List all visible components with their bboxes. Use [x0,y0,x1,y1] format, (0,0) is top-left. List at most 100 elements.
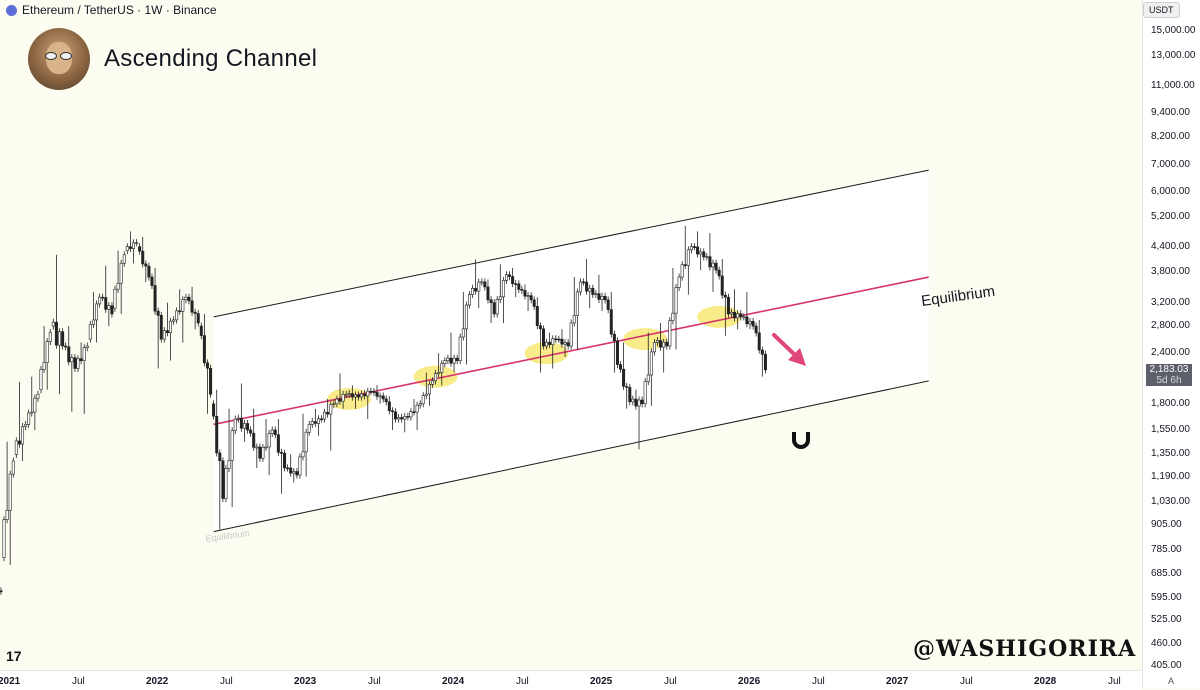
candle-body [754,325,758,334]
candle-body [674,287,678,314]
candle-body [227,459,231,469]
candle-body [344,393,348,396]
candle-body [578,281,582,293]
candle-body [508,274,512,277]
price-tick-label: 7,000.00 [1151,158,1190,170]
price-tick-label: 9,400.00 [1151,107,1190,119]
candle-body [79,358,83,362]
candle-body [418,403,422,406]
candle-body [270,429,274,434]
candle-body [677,276,681,288]
candle-body [135,242,139,244]
candle-body [273,429,277,436]
candle-body [67,346,71,363]
candle-body [326,411,330,415]
candle-body [443,360,447,364]
auto-scale-button[interactable]: A [1168,676,1175,686]
candle-body [193,311,197,314]
time-axis[interactable] [0,670,1142,690]
candle-body [569,322,573,347]
price-axis[interactable] [1142,0,1200,689]
candle-body [202,335,206,364]
candle-body [286,467,290,470]
candle-body [646,374,650,382]
candle-body [76,358,80,369]
candle-body [276,434,280,453]
candle-body [572,315,576,324]
tradingview-logo[interactable]: 17 [6,648,22,664]
ethereum-icon [6,4,17,16]
candle-body [384,398,388,403]
time-tick-label: 2022 [146,676,169,687]
candle-body [212,403,216,417]
candle-body [760,349,764,355]
candle-body [751,321,755,327]
candle-body [82,347,86,362]
time-tick-label: Jul [220,676,233,687]
candle-body [680,264,684,278]
candle-body [736,313,740,319]
candle-body [215,415,219,454]
channel-lower-line [213,380,929,533]
time-tick-label: 2021 [0,676,21,687]
avatar [28,28,90,90]
candle-body [387,401,391,412]
candle-body [742,316,746,319]
currency-unit-badge[interactable]: USDT [1143,2,1180,18]
candle-body [168,320,172,334]
time-tick-label: Jul [72,676,85,687]
candle-body [699,251,703,255]
candle-body [600,295,604,300]
candle-body [353,394,357,398]
candle-body [313,421,317,424]
candle-body [85,345,89,348]
candle-body [720,275,724,296]
candle-body [381,395,385,400]
candle-body [397,417,401,420]
candle-body [622,368,626,387]
price-tick-label: 8,200.00 [1151,131,1190,143]
time-tick-label: 2025 [590,676,613,687]
candle-body [119,262,123,284]
candle-body [612,333,616,342]
time-tick-label: 2026 [738,676,761,687]
candle-body [455,357,459,361]
price-tick-label: 2,800.00 [1151,320,1190,332]
price-tick-label: 405.00 [1151,660,1182,671]
symbol-line: Ethereum / TetherUS · 1W · Binance [22,3,217,17]
candle-body [332,403,336,406]
candle-body [702,251,706,258]
candle-body [338,398,342,402]
candle-body [659,340,663,348]
candle-body [575,291,579,316]
candle-body [159,315,163,340]
candle-body [588,287,592,292]
candle-body [591,287,595,295]
candle-body [289,467,293,474]
equilibrium-label: Equilibrium [920,283,996,310]
candle-body [745,316,749,325]
candle-body [424,393,428,396]
time-tick-label: Jul [812,676,825,687]
candle-body [45,341,49,363]
candle-body [729,311,733,315]
candle-body [511,276,515,284]
candle-body [279,451,283,454]
candle-body [230,430,234,461]
candle-body [128,246,132,249]
candle-body [153,285,157,312]
candle-body [64,345,68,348]
candle-body [11,460,15,475]
candle-body [335,398,339,405]
candle-body [489,299,493,304]
price-tick-label: 785.00 [1151,543,1182,555]
time-tick-label: Jul [960,676,973,687]
candle-body [717,269,721,277]
candle-body [431,380,435,385]
time-tick-label: 2024 [442,676,465,687]
candle-body [665,341,669,347]
candle-body [310,421,314,425]
candle-body [748,321,752,325]
candle-body [2,519,6,558]
candle-body [357,394,361,398]
